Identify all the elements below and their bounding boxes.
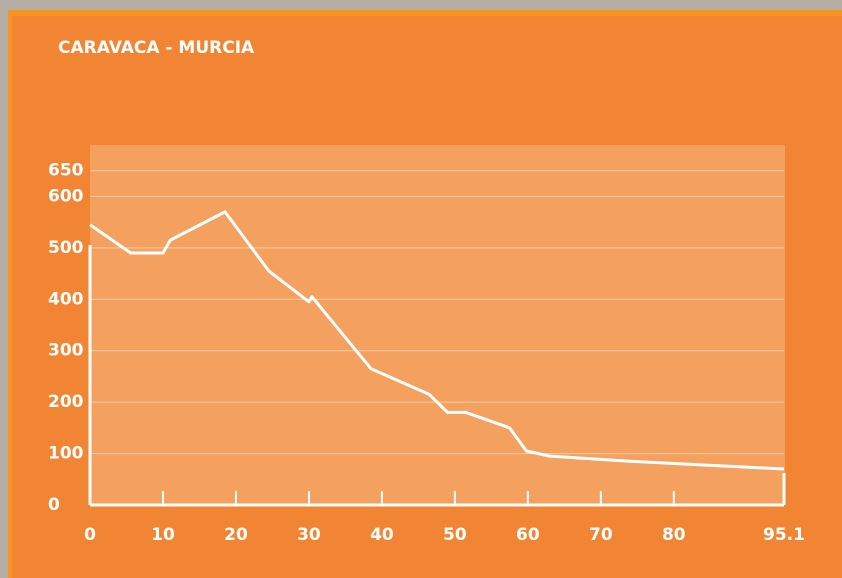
y-tick-label: 300 (48, 341, 84, 361)
y-tick-label: 100 (48, 444, 84, 464)
y-tick-label: 500 (48, 238, 84, 258)
x-tick-label: 10 (151, 525, 175, 545)
x-tick-label: 60 (516, 525, 540, 545)
chart-title: CARAVACA - MURCIA (58, 38, 255, 58)
y-tick-label: 400 (48, 289, 84, 309)
x-tick-label: 40 (370, 525, 394, 545)
plot-area (90, 145, 785, 505)
x-tick-label: 50 (443, 525, 467, 545)
y-tick-label: 200 (48, 392, 84, 412)
y-tick-label: 600 (48, 186, 84, 206)
x-tick-label: 95.1 (763, 525, 805, 545)
x-tick-label: 20 (224, 525, 248, 545)
x-tick-label: 0 (84, 525, 96, 545)
y-tick-label: 650 (48, 161, 84, 181)
x-tick-label: 70 (589, 525, 613, 545)
x-tick-label: 30 (297, 525, 321, 545)
x-tick-label: 80 (662, 525, 686, 545)
y-tick-label: 0 (48, 495, 60, 515)
elevation-line (89, 210, 785, 471)
